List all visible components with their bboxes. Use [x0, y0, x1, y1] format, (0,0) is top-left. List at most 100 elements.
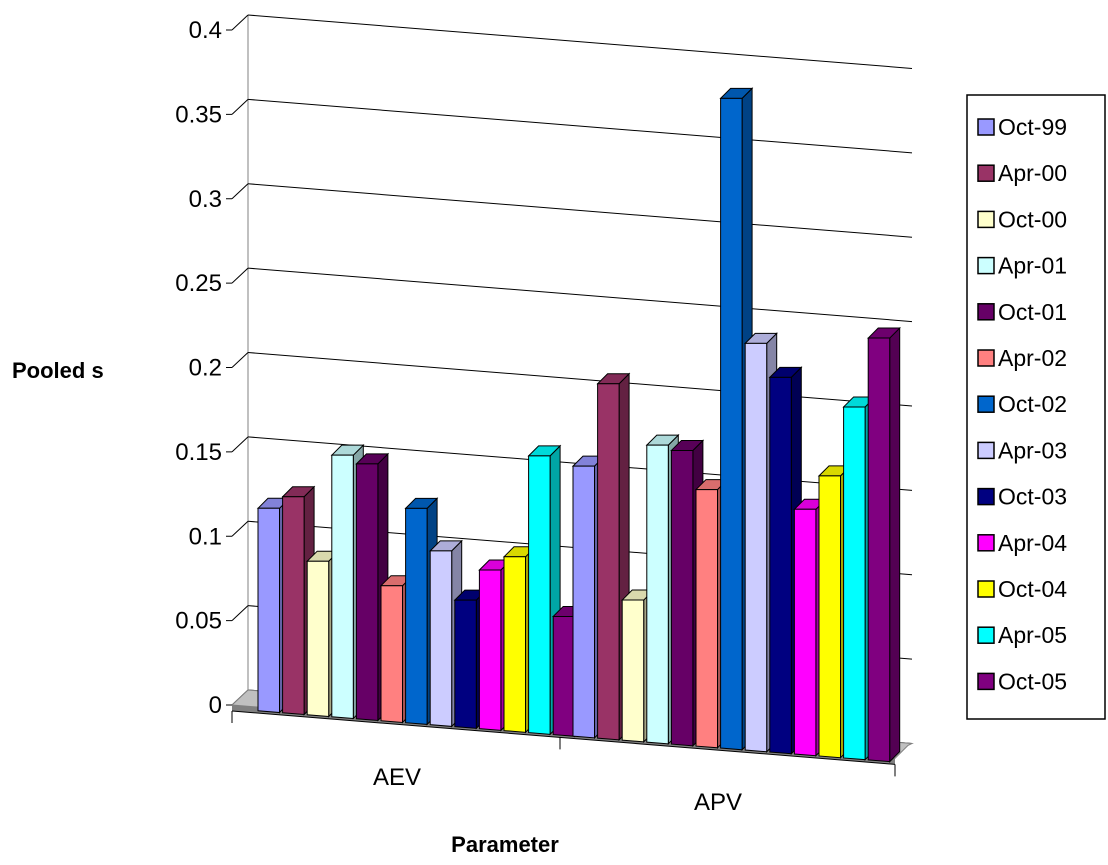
legend-label: Apr-01 [998, 253, 1067, 279]
bar-front [306, 560, 330, 718]
legend-swatch [977, 164, 995, 182]
y-tick-label: 0 [209, 692, 222, 719]
bar-front [818, 475, 841, 759]
axes: 0 0.05 0.1 0.15 0.2 0.25 0.3 0.35 0.4 AEV APV [175, 17, 896, 816]
y-tick-diagonal [231, 267, 249, 284]
y-tick-label: 0.3 [189, 186, 222, 213]
bar-apv-oct-05 [866, 326, 901, 763]
legend-swatch [977, 580, 995, 598]
y-axis-title: Pooled s [12, 358, 104, 383]
y-tick-label: 0.4 [189, 17, 222, 44]
bar-front [646, 444, 669, 745]
y-tick-diagonal [231, 183, 249, 200]
legend-swatch [977, 534, 995, 552]
gridline [247, 183, 913, 238]
bar-front [695, 489, 718, 749]
gridline [247, 267, 913, 323]
bar-front [331, 454, 354, 720]
legend-swatch [977, 210, 995, 229]
legend-item-oct-04: Oct-04 [977, 576, 1067, 602]
bar-front [572, 465, 595, 739]
y-tick-diagonal [231, 436, 249, 453]
legend-swatch [977, 118, 995, 136]
legend-item-apr-05: Apr-05 [977, 622, 1067, 648]
bar-front [597, 383, 620, 741]
bar-front [867, 337, 891, 763]
gridline [247, 98, 913, 154]
legend-swatch [977, 395, 995, 413]
legend-item-apr-04: Apr-04 [977, 530, 1067, 556]
legend-swatch [977, 441, 995, 460]
legend-label: Oct-05 [998, 668, 1067, 694]
bar-front [355, 463, 379, 721]
bar-front [528, 455, 551, 735]
legend-label: Oct-04 [998, 576, 1067, 602]
legend-label: Oct-02 [998, 391, 1067, 417]
x-category-label: APV [694, 789, 742, 816]
legend-item-apr-00: Apr-00 [977, 160, 1067, 186]
bar-front [793, 508, 817, 757]
bar-front [257, 507, 280, 714]
x-category-label: AEV [373, 764, 421, 791]
legend-item-oct-03: Oct-03 [977, 484, 1067, 510]
legend-item-oct-05: Oct-05 [977, 668, 1067, 694]
y-tick-label: 0.05 [175, 608, 222, 635]
y-tick-diagonal [231, 14, 249, 31]
y-tick-diagonal [231, 520, 249, 537]
legend-swatch [977, 487, 995, 506]
legend-label: Apr-00 [998, 160, 1067, 186]
legend-label: Oct-00 [998, 206, 1067, 232]
legend-item-apr-03: Apr-03 [977, 437, 1067, 463]
legend-item-oct-02: Oct-02 [977, 391, 1067, 417]
y-tick-label: 0.15 [175, 439, 222, 466]
legend-label: Apr-03 [998, 437, 1067, 463]
bar-front [478, 569, 502, 731]
y-tick-diagonal [231, 352, 249, 368]
legend: Oct-99 Apr-00 Oct-00 Apr-01 Oct-01 Apr-02 Oct-… [966, 94, 1106, 720]
bar-front [769, 376, 792, 755]
y-tick-label: 0.35 [175, 101, 222, 128]
legend-item-oct-00: Oct-00 [977, 206, 1067, 232]
x-axis-line [231, 710, 896, 765]
legend-item-apr-01: Apr-01 [977, 253, 1067, 279]
y-tick-label: 0.25 [175, 270, 222, 297]
legend-item-apr-02: Apr-02 [977, 345, 1067, 371]
legend-swatch [977, 303, 995, 321]
legend-swatch [977, 256, 995, 275]
legend-swatch [977, 672, 995, 691]
gridline [247, 352, 913, 407]
bar-front [621, 599, 645, 743]
legend-item-oct-99: Oct-99 [977, 114, 1067, 140]
bar-apv-apr-00 [596, 372, 631, 742]
y-tick-diagonal [231, 605, 249, 621]
legend-swatch [977, 349, 995, 367]
legend-label: Oct-03 [998, 484, 1067, 510]
bar-front [405, 507, 428, 725]
bar-front [282, 496, 305, 716]
bar-front [380, 585, 403, 723]
bar-front [503, 556, 526, 733]
legend-item-oct-01: Oct-01 [977, 299, 1067, 325]
legend-label: Apr-05 [998, 622, 1067, 648]
y-tick-label: 0.2 [189, 355, 222, 382]
legend-label: Oct-99 [998, 114, 1067, 140]
bar-front [454, 599, 477, 729]
gridline [247, 14, 913, 69]
y-tick-label: 0.1 [189, 523, 222, 550]
legend-swatch [977, 626, 995, 644]
bar-front [670, 449, 694, 747]
x-axis-title: Parameter [451, 832, 559, 857]
bar-side [889, 326, 901, 763]
bars [256, 87, 901, 763]
legend-label: Apr-04 [998, 530, 1067, 556]
y-tick-diagonal [231, 99, 249, 115]
legend-label: Apr-02 [998, 345, 1067, 371]
bar-front [429, 550, 453, 727]
bar-front [843, 406, 866, 761]
bar-front [744, 342, 768, 753]
bar-front [720, 97, 743, 751]
legend-label: Oct-01 [998, 299, 1067, 325]
bar-front [552, 615, 576, 737]
